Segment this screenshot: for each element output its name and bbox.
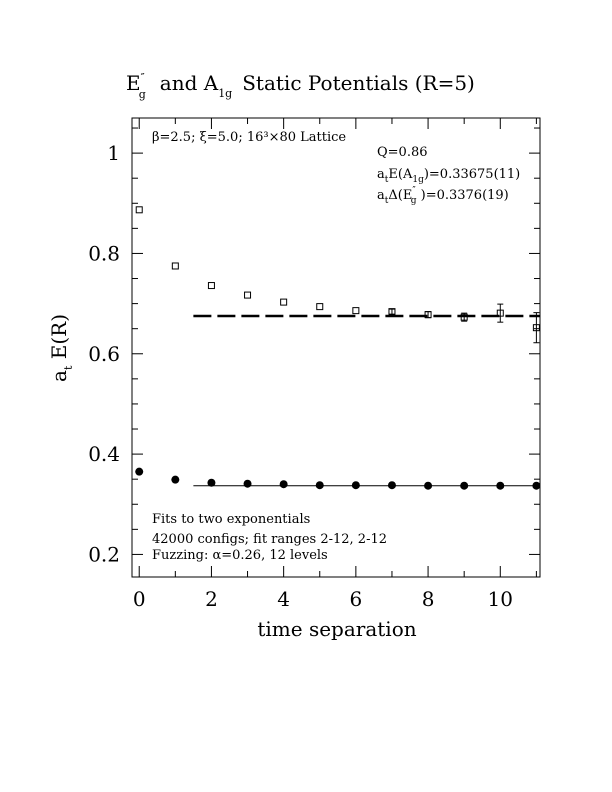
square-point [280,298,288,306]
circle-point [171,475,180,484]
axis-ticks [132,118,540,577]
circle-point [532,481,541,490]
circle-point [424,481,433,490]
y-tick-label: 1 [107,141,120,165]
x-tick-label: 10 [488,587,513,611]
q-annotation: Q=0.86 [377,145,428,160]
y-tick-label: 0.2 [88,542,120,566]
circle-point [243,479,252,488]
x-axis-label: time separation [257,617,416,641]
y-tick-labels: 0.2 0.4 0.6 0.8 1 [88,141,120,566]
lattice-annotation: β=2.5; ξ=5.0; 16³×80 Lattice [152,130,346,145]
square-point [496,309,504,317]
square-point [171,262,179,270]
fit1-annotation: atE(A1g)=0.33675(11) [377,167,520,185]
x-tick-label: 6 [349,587,362,611]
data-points [135,206,541,490]
note-fits: Fits to two exponentials [152,512,310,527]
square-point [207,282,215,290]
chart-title: E″ g and A1g Static Potentials (R=5) [126,71,475,101]
circle-point [207,478,216,487]
fit-lines [193,314,540,487]
x-tick-labels: 0 2 4 6 8 10 [133,587,513,611]
circle-point [135,467,144,476]
square-point [532,324,540,332]
square-point [135,206,143,214]
circle-point [351,481,360,490]
circle-point [315,481,324,490]
y-tick-label: 0.4 [88,442,120,466]
note-fuzzing: Fuzzing: α=0.26, 12 levels [152,548,328,563]
y-axis-label: at E(R) [47,314,75,382]
x-tick-label: 2 [205,587,218,611]
square-point [460,313,468,321]
circle-point [496,481,505,490]
plot-frame [131,117,541,578]
note-configs: 42000 configs; fit ranges 2-12, 2-12 [152,532,387,547]
x-tick-label: 4 [277,587,290,611]
circle-point [460,481,469,490]
y-tick-label: 0.8 [88,241,120,265]
circle-point [387,481,396,490]
square-point [244,291,252,299]
square-point [352,307,360,315]
x-tick-label: 8 [422,587,435,611]
square-point [424,311,432,319]
fit2-annotation: atΔ(E″ g )=0.3376(19) [377,186,509,206]
circle-point [279,480,288,489]
x-tick-label: 0 [133,587,146,611]
square-point [388,308,396,316]
y-tick-label: 0.6 [88,342,120,366]
square-point [316,303,324,311]
